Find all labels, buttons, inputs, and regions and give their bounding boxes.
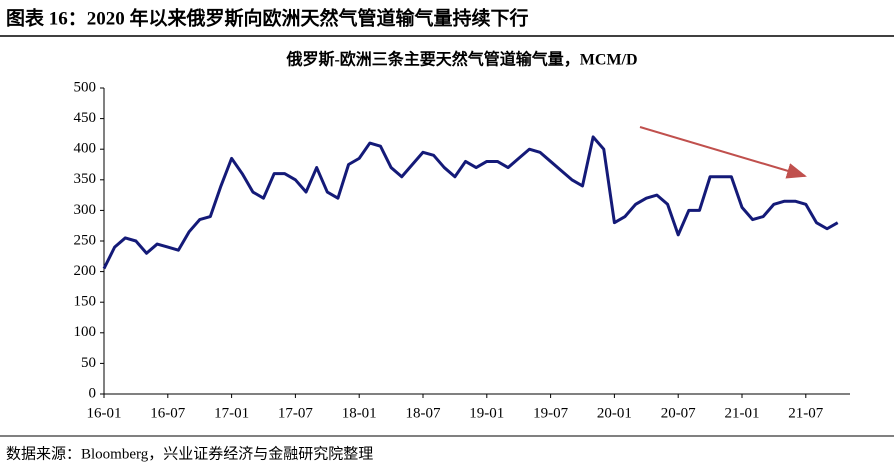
x-tick-label: 20-01 <box>597 405 632 421</box>
y-tick-label: 500 <box>74 79 97 95</box>
x-tick-label: 16-07 <box>150 405 185 421</box>
y-tick-label: 0 <box>89 385 97 401</box>
y-tick-label: 200 <box>74 263 97 279</box>
y-tick-label: 450 <box>74 110 97 126</box>
x-tick-label: 17-07 <box>278 405 313 421</box>
y-tick-label: 300 <box>74 202 97 218</box>
y-tick-label: 100 <box>74 324 97 340</box>
y-tick-label: 250 <box>74 232 97 248</box>
source-note: 数据来源：Bloomberg，兴业证券经济与金融研究院整理 <box>6 444 373 462</box>
trend-arrow <box>639 126 807 179</box>
x-tick-label: 20-07 <box>661 405 696 421</box>
x-tick-label: 21-07 <box>788 405 823 421</box>
x-tick-label: 18-07 <box>406 405 441 421</box>
figure-title: 图表 16：2020 年以来俄罗斯向欧洲天然气管道输气量持续下行 <box>6 6 529 29</box>
x-tick-label: 19-01 <box>469 405 504 421</box>
y-tick-label: 350 <box>74 171 97 187</box>
y-tick-label: 150 <box>74 294 97 310</box>
x-tick-label: 16-01 <box>87 405 122 421</box>
x-tick-label: 19-07 <box>533 405 568 421</box>
x-tick-label: 18-01 <box>342 405 377 421</box>
x-tick-label: 17-01 <box>214 405 249 421</box>
chart-title: 俄罗斯-欧洲三条主要天然气管道输气量，MCM/D <box>285 50 637 69</box>
series-line <box>102 135 839 270</box>
y-tick-label: 50 <box>81 355 96 371</box>
x-tick-label: 21-01 <box>725 405 760 421</box>
y-tick-label: 400 <box>74 141 97 157</box>
